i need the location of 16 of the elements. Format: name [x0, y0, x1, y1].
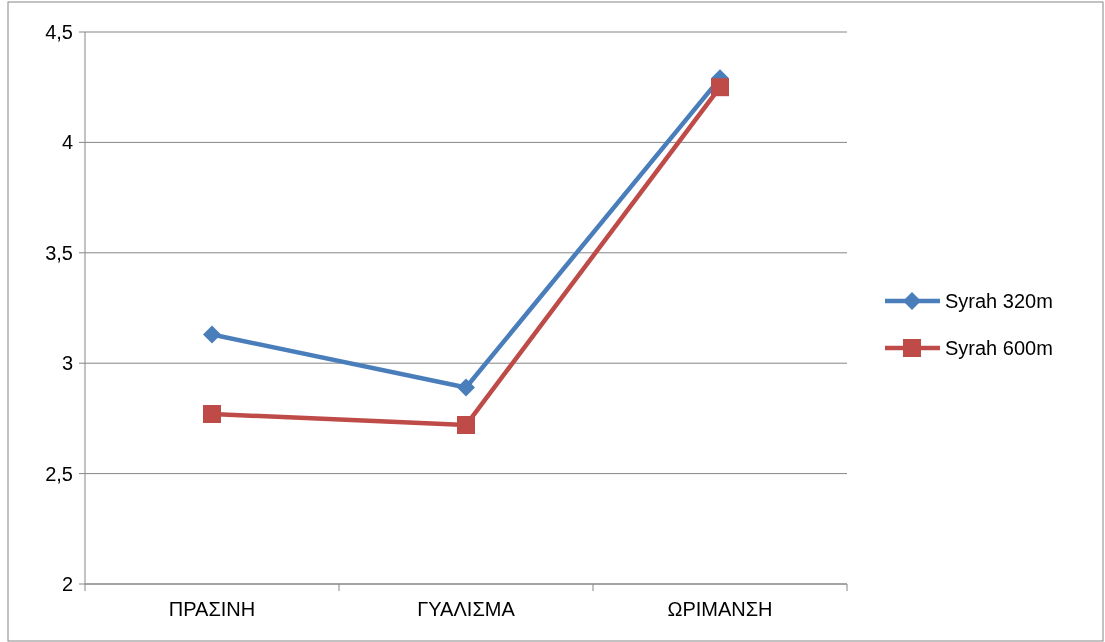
y-tick-label: 3,5 — [45, 241, 73, 264]
legend-label: Syrah 600m — [945, 337, 1053, 359]
x-tick-label: ΩΡΙΜΑΝΣΗ — [667, 598, 773, 620]
point — [711, 78, 729, 97]
point — [203, 404, 221, 423]
y-tick-label: 2,5 — [45, 462, 73, 485]
y-tick-label: 4,5 — [45, 21, 73, 43]
point — [457, 416, 475, 435]
point — [203, 325, 221, 344]
point — [457, 378, 475, 397]
y-tick-label: 2 — [61, 573, 73, 595]
x-tick-label: ΓΥΑΛΙΣΜΑ — [417, 598, 516, 620]
y-tick-label: 4 — [61, 131, 73, 154]
x-tick-label: ΠΡΑΣΙΝΗ — [168, 598, 256, 620]
y-tick-label: 3 — [61, 352, 73, 375]
legend-label: Syrah 320m — [945, 290, 1053, 312]
